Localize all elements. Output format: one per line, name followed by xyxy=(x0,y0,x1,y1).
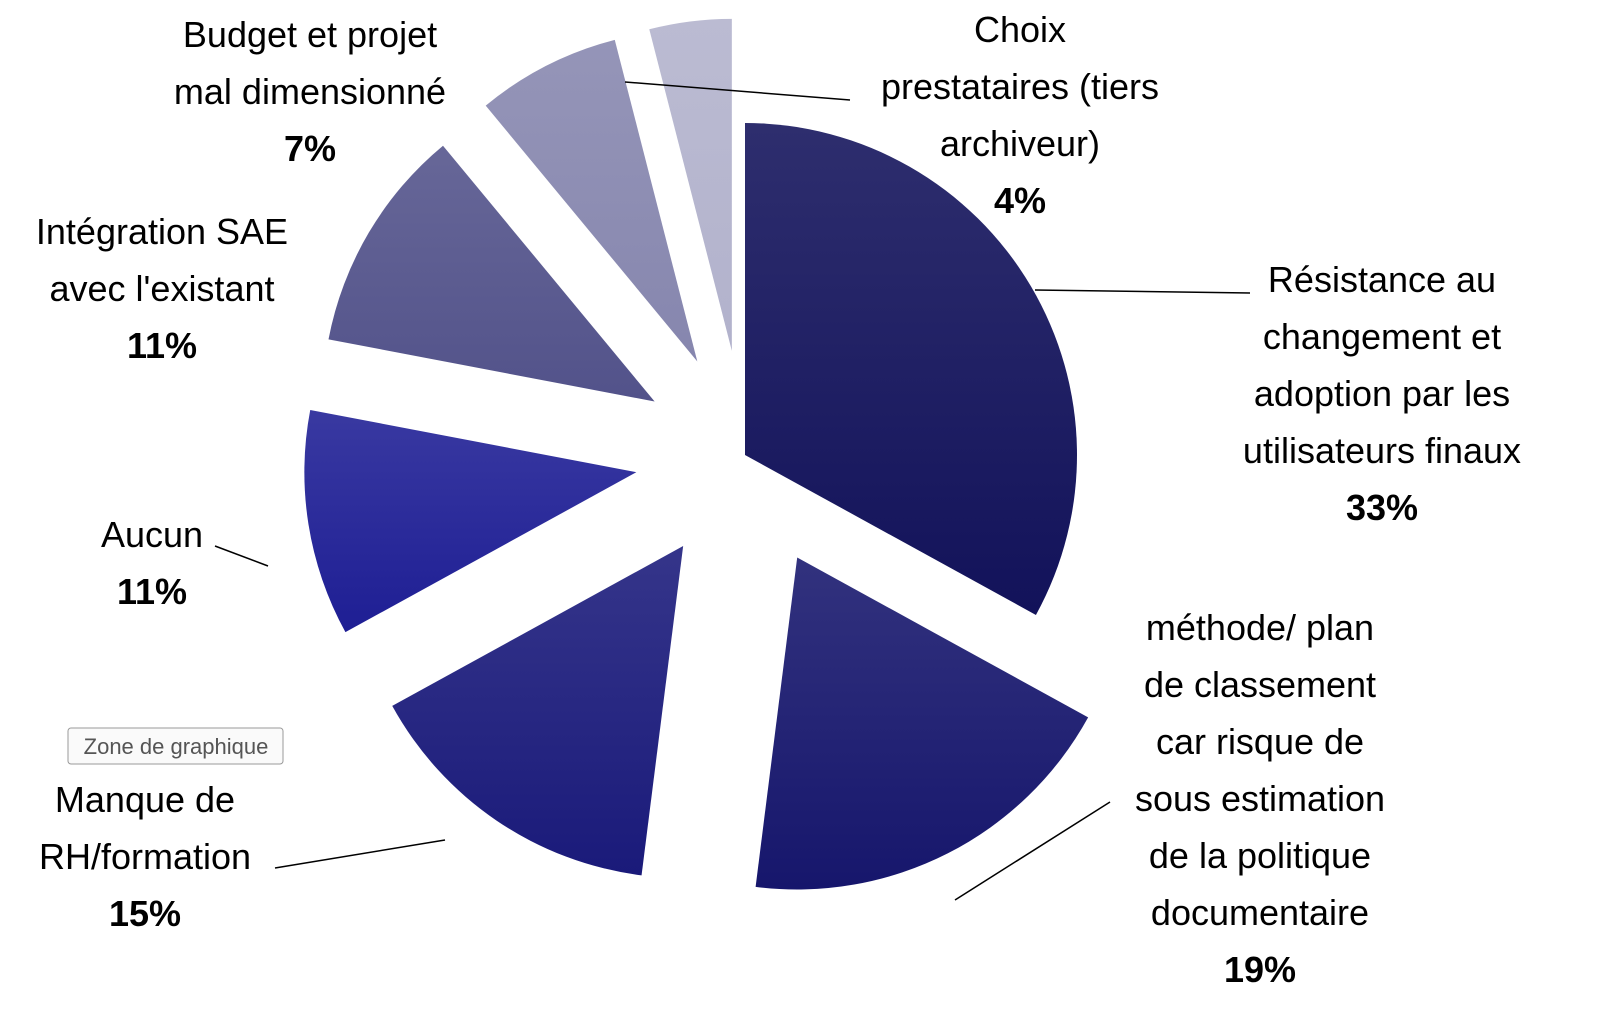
slice-label: Intégration SAE avec l'existant xyxy=(36,211,288,309)
slice-label: Résistance au changement et adoption par l… xyxy=(1243,259,1521,471)
value-label: 19% xyxy=(1224,949,1296,990)
leader-line xyxy=(214,545,269,567)
pie-slice xyxy=(755,557,1089,890)
pie-slice xyxy=(745,123,1077,615)
slice-label: Manque de RH/formation xyxy=(39,779,251,877)
value-label: 15% xyxy=(109,893,181,934)
slice-label: Budget et projet mal dimensionné xyxy=(174,14,446,112)
slice-label: Choix prestataires (tiers archiveur) xyxy=(881,9,1159,164)
value-label: 11% xyxy=(117,571,187,612)
leader-line xyxy=(274,839,446,869)
pie-slice xyxy=(485,39,698,362)
pie-slice xyxy=(649,18,732,351)
leader-line xyxy=(624,81,851,101)
value-label: 11% xyxy=(127,325,197,366)
tooltip: Zone de graphique xyxy=(67,727,284,765)
pie-slice xyxy=(328,145,655,402)
tooltip-text: Zone de graphique xyxy=(84,734,269,759)
leader-line xyxy=(954,801,1111,901)
pie-slice xyxy=(304,409,637,633)
pie-slice xyxy=(392,545,684,876)
value-label: 33% xyxy=(1346,487,1418,528)
slice-label: Aucun xyxy=(101,514,203,555)
slice-label: méthode/ plan de classement car risque de s… xyxy=(1135,607,1385,933)
value-label: 7% xyxy=(284,128,336,169)
value-label: 4% xyxy=(994,180,1046,221)
tooltip-box xyxy=(67,727,284,765)
leader-line xyxy=(1034,289,1251,294)
